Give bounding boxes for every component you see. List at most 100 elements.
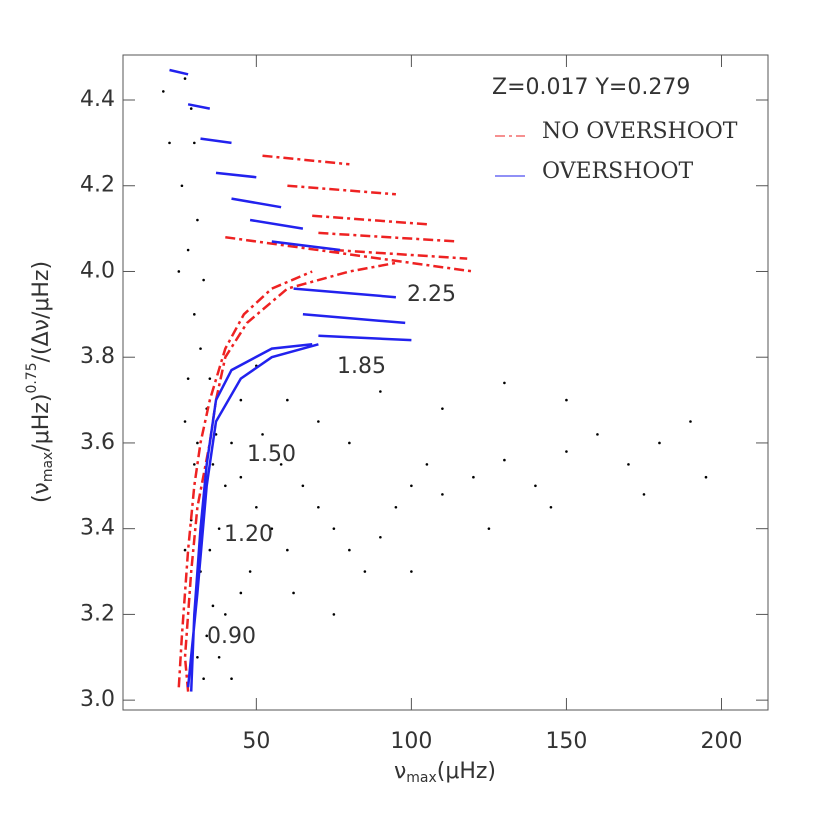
annotation: 2.25 [407,282,456,307]
x-tick-label: 150 [545,729,587,754]
star-point [239,398,243,402]
star-point [162,90,165,93]
y-tick-label: 3.4 [80,516,115,541]
star-point [248,570,252,573]
star-point [410,484,413,488]
y-title-part: 0.75 [24,362,40,393]
star-point [379,535,382,539]
star-point [565,450,568,453]
star-point [193,463,196,466]
star-point [503,381,506,385]
track-line [169,68,412,692]
star-point [177,270,181,273]
legend-label: OVERSHOOT [542,159,693,184]
y-title-part: (ν [29,482,54,503]
star-point [503,458,506,462]
y-tick-label: 4.2 [80,173,115,198]
y-tick-label: 3.8 [80,344,115,369]
y-title-part: max [40,452,56,483]
y-title-part: /(Δν/μHz) [29,261,54,362]
x-axis-title: νmax(μHz) [394,759,496,786]
y-tick-label: 3.6 [80,430,115,455]
star-point [217,527,221,530]
star-point [704,475,708,479]
star-point [441,493,444,496]
star-point [196,218,199,222]
x-tick-label: 100 [390,729,432,754]
star-point [211,463,215,466]
star-point [642,493,646,496]
star-point [230,677,233,681]
star-point [183,548,187,552]
y-tick-label: 4.0 [80,258,115,283]
x-title-part: max [406,770,437,786]
annotation: Z=0.017 Y=0.279 [492,75,690,100]
star-point [183,77,187,80]
star-point [348,441,351,445]
star-point [332,527,336,530]
x-title-part: (μHz) [437,759,496,784]
star-point [208,377,212,380]
track-line [177,154,474,692]
annotation: 1.50 [247,442,296,467]
star-point [286,548,289,552]
y-title-part: /μHz) [29,394,54,452]
star-point [239,591,243,595]
star-point [186,377,190,380]
star-point [270,527,274,530]
star-point [410,570,413,573]
star-point [168,141,171,145]
star-point [627,463,630,466]
star-point [332,613,336,616]
annotation: 1.85 [337,354,386,379]
star-point [379,390,382,393]
star-point [565,398,568,402]
star-point [689,420,692,423]
star-point [202,677,205,681]
star-point [180,184,184,188]
star-point [230,441,233,445]
star-point [224,484,227,488]
star-point [658,441,661,445]
star-point [472,475,475,479]
star-point [189,107,193,110]
y-axis-title: (νmax/μHz)0.75/(Δν/μHz) [24,261,56,503]
star-point [217,655,221,659]
star-point [441,407,444,410]
star-point [224,613,227,616]
star-point [549,505,553,509]
y-tick-label: 4.4 [80,87,115,112]
x-tick-label: 200 [700,729,742,754]
star-point [193,313,196,316]
star-point [317,505,320,509]
star-point [348,548,351,552]
star-point [301,484,305,488]
star-point [193,141,196,145]
star-point [394,505,398,509]
star-point [279,463,283,466]
annotation: 1.20 [224,522,273,547]
y-tick-label: 3.2 [80,601,115,626]
star-point [183,420,187,423]
star-point [208,548,212,552]
star-point [199,347,202,350]
plot-frame [122,54,769,711]
star-point [261,433,264,436]
star-point [534,484,537,488]
star-point [317,420,320,423]
star-point [205,634,209,638]
star-point [202,278,205,282]
star-point [363,570,367,573]
star-point [196,655,199,659]
star-point [186,248,190,252]
star-point [487,527,491,530]
star-point [255,505,258,509]
legend-label: NO OVERSHOOT [542,119,738,144]
star-point [596,433,599,436]
star-point [196,441,199,445]
star-point [211,604,215,608]
y-tick-label: 3.0 [80,687,115,712]
x-tick-label: 50 [242,729,270,754]
star-point [292,591,295,595]
x-title-part: ν [394,759,406,784]
